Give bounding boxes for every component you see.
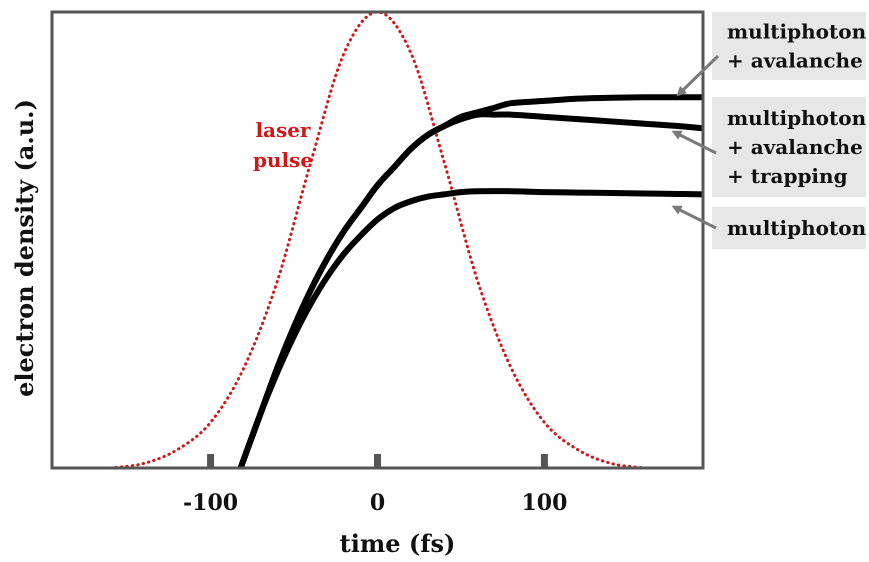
legend-box bbox=[712, 97, 866, 197]
legend-item-multiphoton-avalanche-trapping: multiphoton + avalanche + trapping bbox=[671, 97, 867, 197]
laser-pulse-label-line: laser bbox=[255, 118, 311, 142]
x-tick-label: 0 bbox=[370, 490, 385, 516]
x-tick-mark bbox=[540, 454, 548, 468]
plot-layer bbox=[108, 12, 703, 468]
legend-box bbox=[712, 12, 866, 80]
laser-pulse-label-line: pulse bbox=[253, 148, 313, 172]
legend-item-multiphoton-avalanche: multiphoton + avalanche bbox=[676, 12, 867, 97]
series-line-multiphoton bbox=[237, 188, 703, 468]
legend-label-line: multiphoton bbox=[727, 20, 867, 44]
axis-layer: -100 0 100 time (fs) electron density (a.u.) bbox=[10, 10, 705, 558]
plot-frame bbox=[50, 10, 705, 470]
laser-pulse-label: laser pulse bbox=[253, 118, 313, 172]
legend-arrow bbox=[671, 130, 717, 155]
legend-label-line: + avalanche bbox=[727, 135, 863, 159]
x-tick-label: -100 bbox=[183, 490, 238, 516]
legend-arrow bbox=[671, 205, 717, 230]
y-axis-title: electron density (a.u.) bbox=[10, 99, 39, 397]
x-axis-title: time (fs) bbox=[340, 529, 456, 558]
legend-label-line: + avalanche bbox=[727, 49, 863, 73]
legend-label-line: multiphoton bbox=[727, 106, 867, 130]
x-tick-mark bbox=[207, 454, 215, 468]
legend-label-line: multiphoton bbox=[727, 216, 867, 240]
legend-item-multiphoton: multiphoton bbox=[671, 205, 867, 249]
series-line-laser bbox=[108, 12, 647, 468]
x-tick-label: 100 bbox=[521, 490, 567, 516]
plot-area bbox=[108, 12, 703, 468]
series-line-multiphoton-avalanche-trapping bbox=[237, 111, 703, 468]
legend-label-line: + trapping bbox=[727, 164, 848, 188]
x-tick-mark bbox=[374, 454, 381, 468]
legend-arrow bbox=[676, 54, 720, 97]
legend-box bbox=[712, 207, 866, 249]
